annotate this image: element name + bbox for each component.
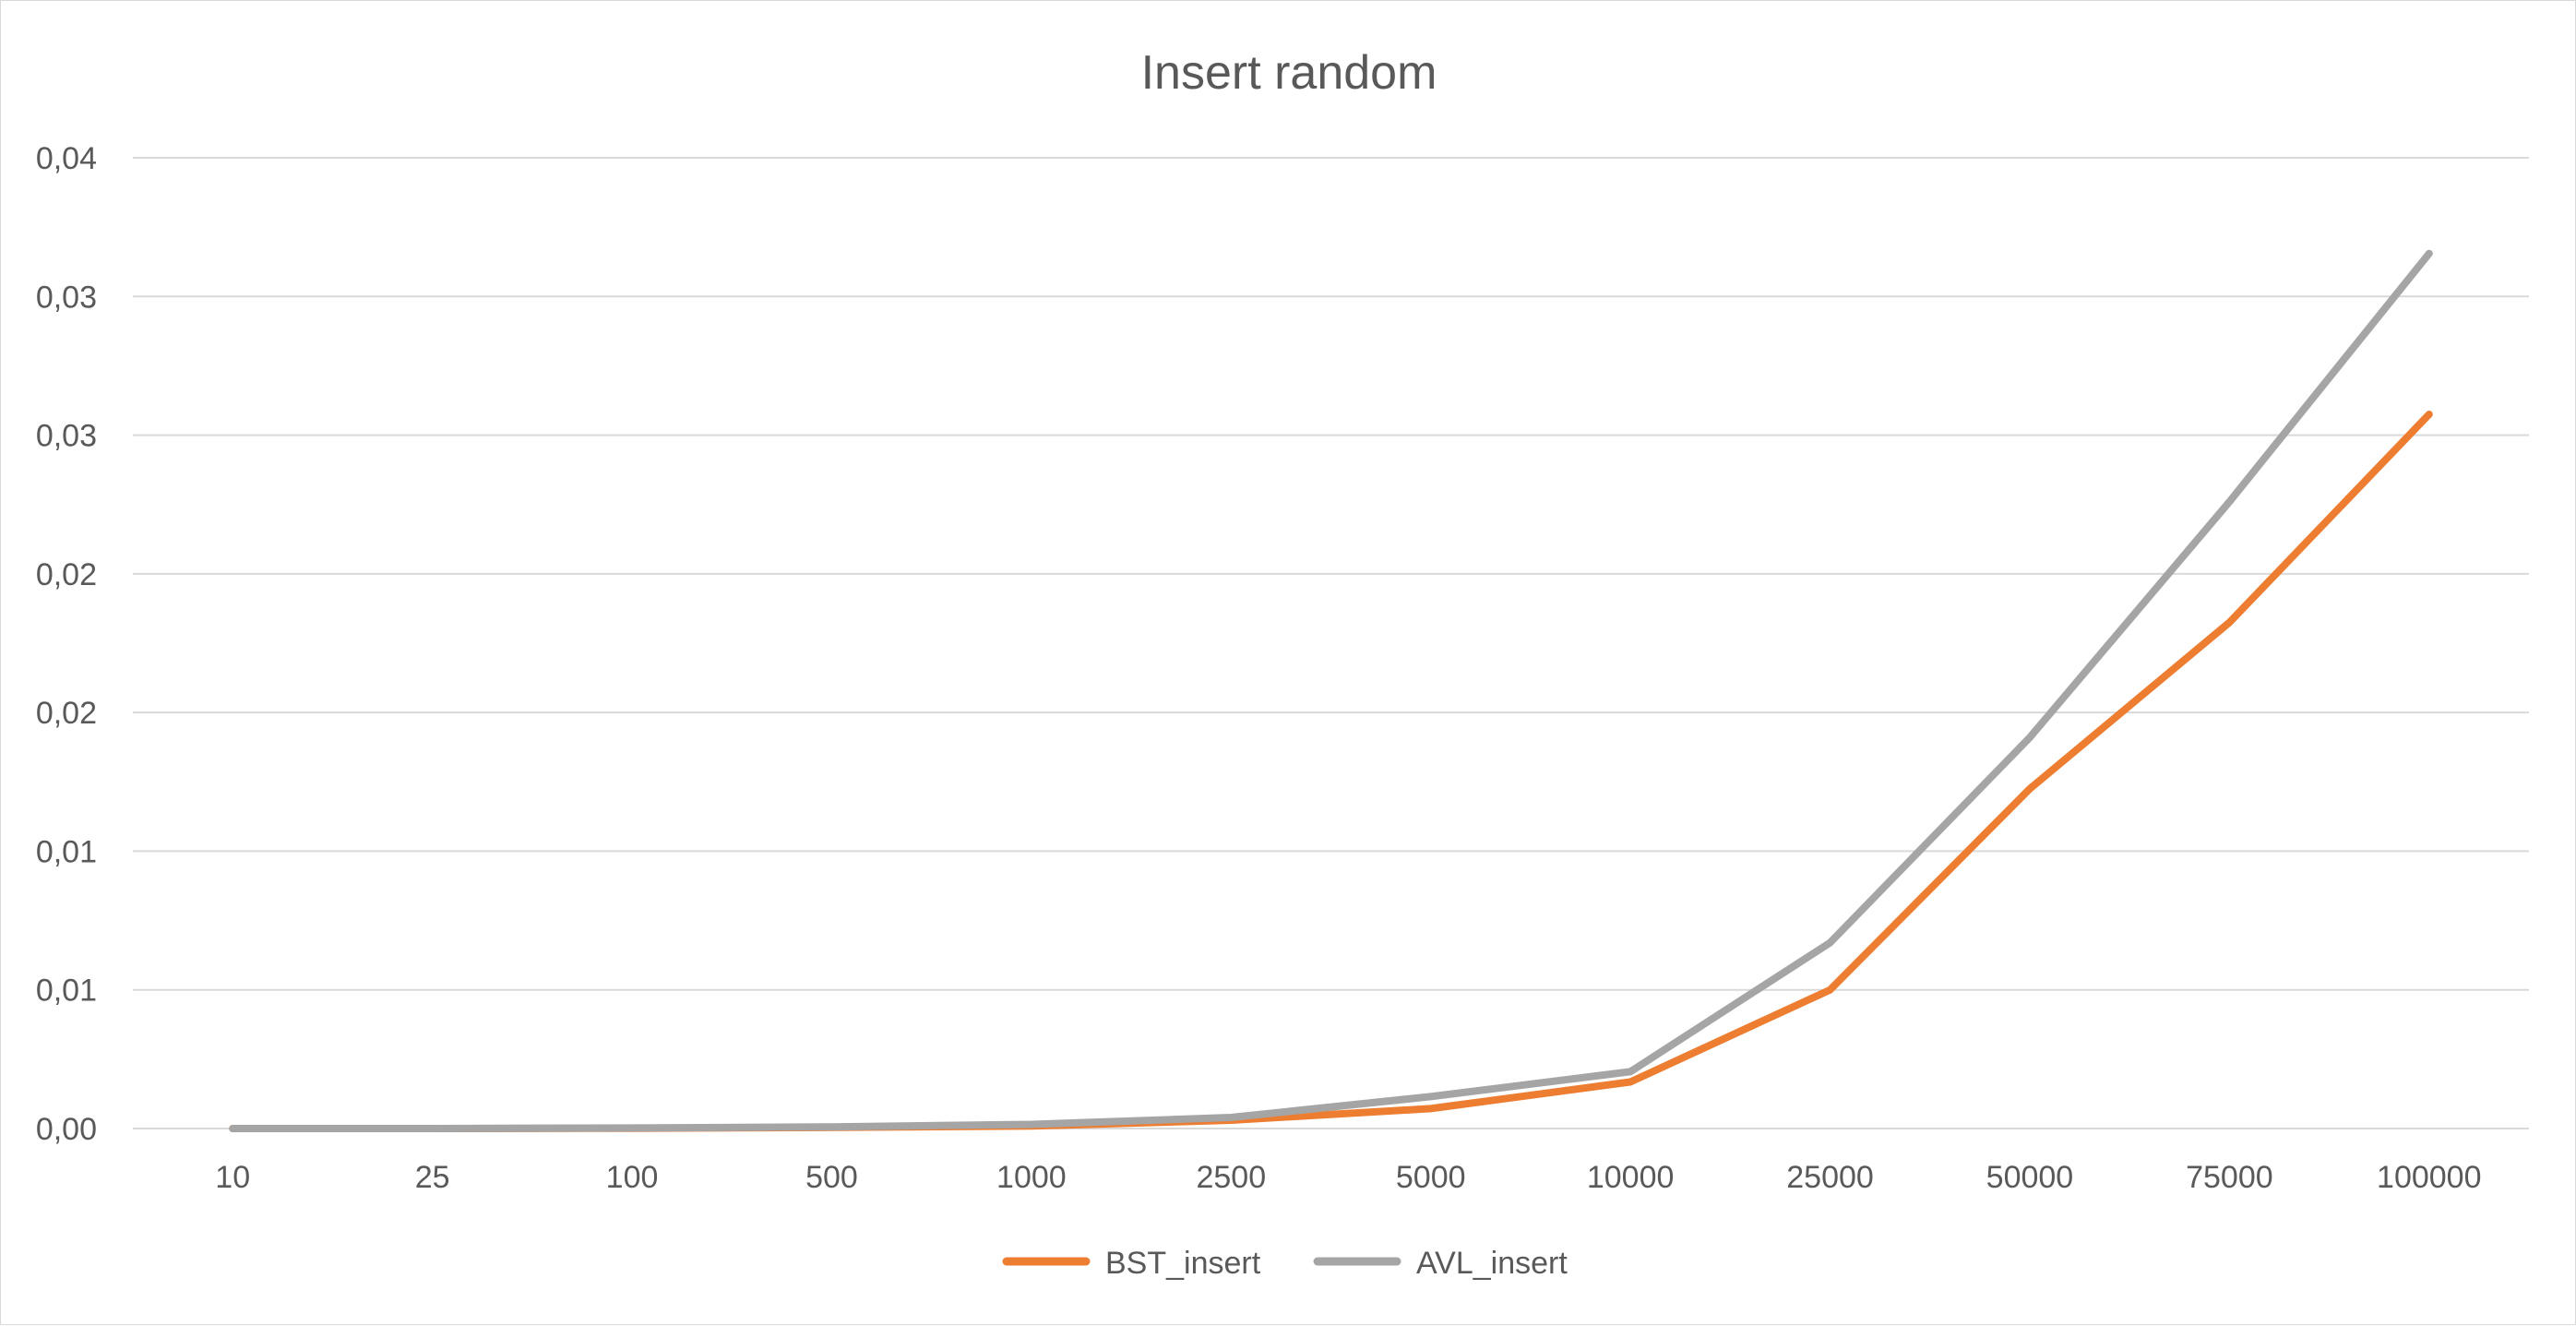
series-line-bst-insert	[229, 411, 2433, 1132]
series-line-avl-insert	[229, 249, 2433, 1132]
y-tick-label: 0,02	[36, 696, 97, 731]
x-tick-label: 100000	[2377, 1160, 2481, 1195]
y-axis-tick-labels: 0,00 0,01 0,01 0,02 0,02 0,03 0,03 0,04	[36, 141, 97, 1147]
chart-title: Insert random	[1141, 46, 1437, 100]
y-tick-label: 0,03	[36, 419, 97, 454]
x-tick-label: 1000	[996, 1160, 1067, 1195]
x-tick-label: 5000	[1396, 1160, 1466, 1195]
x-tick-label: 10	[215, 1160, 250, 1195]
x-tick-label: 75000	[2186, 1160, 2273, 1195]
series-lines	[229, 249, 2433, 1132]
legend-label: BST_insert	[1105, 1246, 1261, 1281]
x-tick-label: 10000	[1587, 1160, 1675, 1195]
y-tick-label: 0,02	[36, 557, 97, 592]
x-tick-label: 25000	[1786, 1160, 1874, 1195]
gridlines	[133, 157, 2529, 1129]
x-tick-label: 25	[415, 1160, 450, 1195]
x-tick-label: 500	[805, 1160, 858, 1195]
x-tick-label: 50000	[1986, 1160, 2074, 1195]
x-tick-label: 2500	[1196, 1160, 1266, 1195]
y-tick-label: 0,04	[36, 141, 97, 176]
y-tick-label: 0,01	[36, 974, 97, 1009]
x-axis-tick-labels: 10 25 100 500 1000 2500 5000 10000 25000 50000 750…	[215, 1160, 2481, 1195]
legend-label: AVL_insert	[1416, 1246, 1568, 1281]
x-tick-label: 100	[606, 1160, 659, 1195]
legend: BST_insert AVL_insert	[1002, 1246, 1568, 1281]
y-tick-label: 0,00	[36, 1112, 97, 1147]
y-tick-label: 0,03	[36, 280, 97, 315]
y-tick-label: 0,01	[36, 834, 97, 869]
